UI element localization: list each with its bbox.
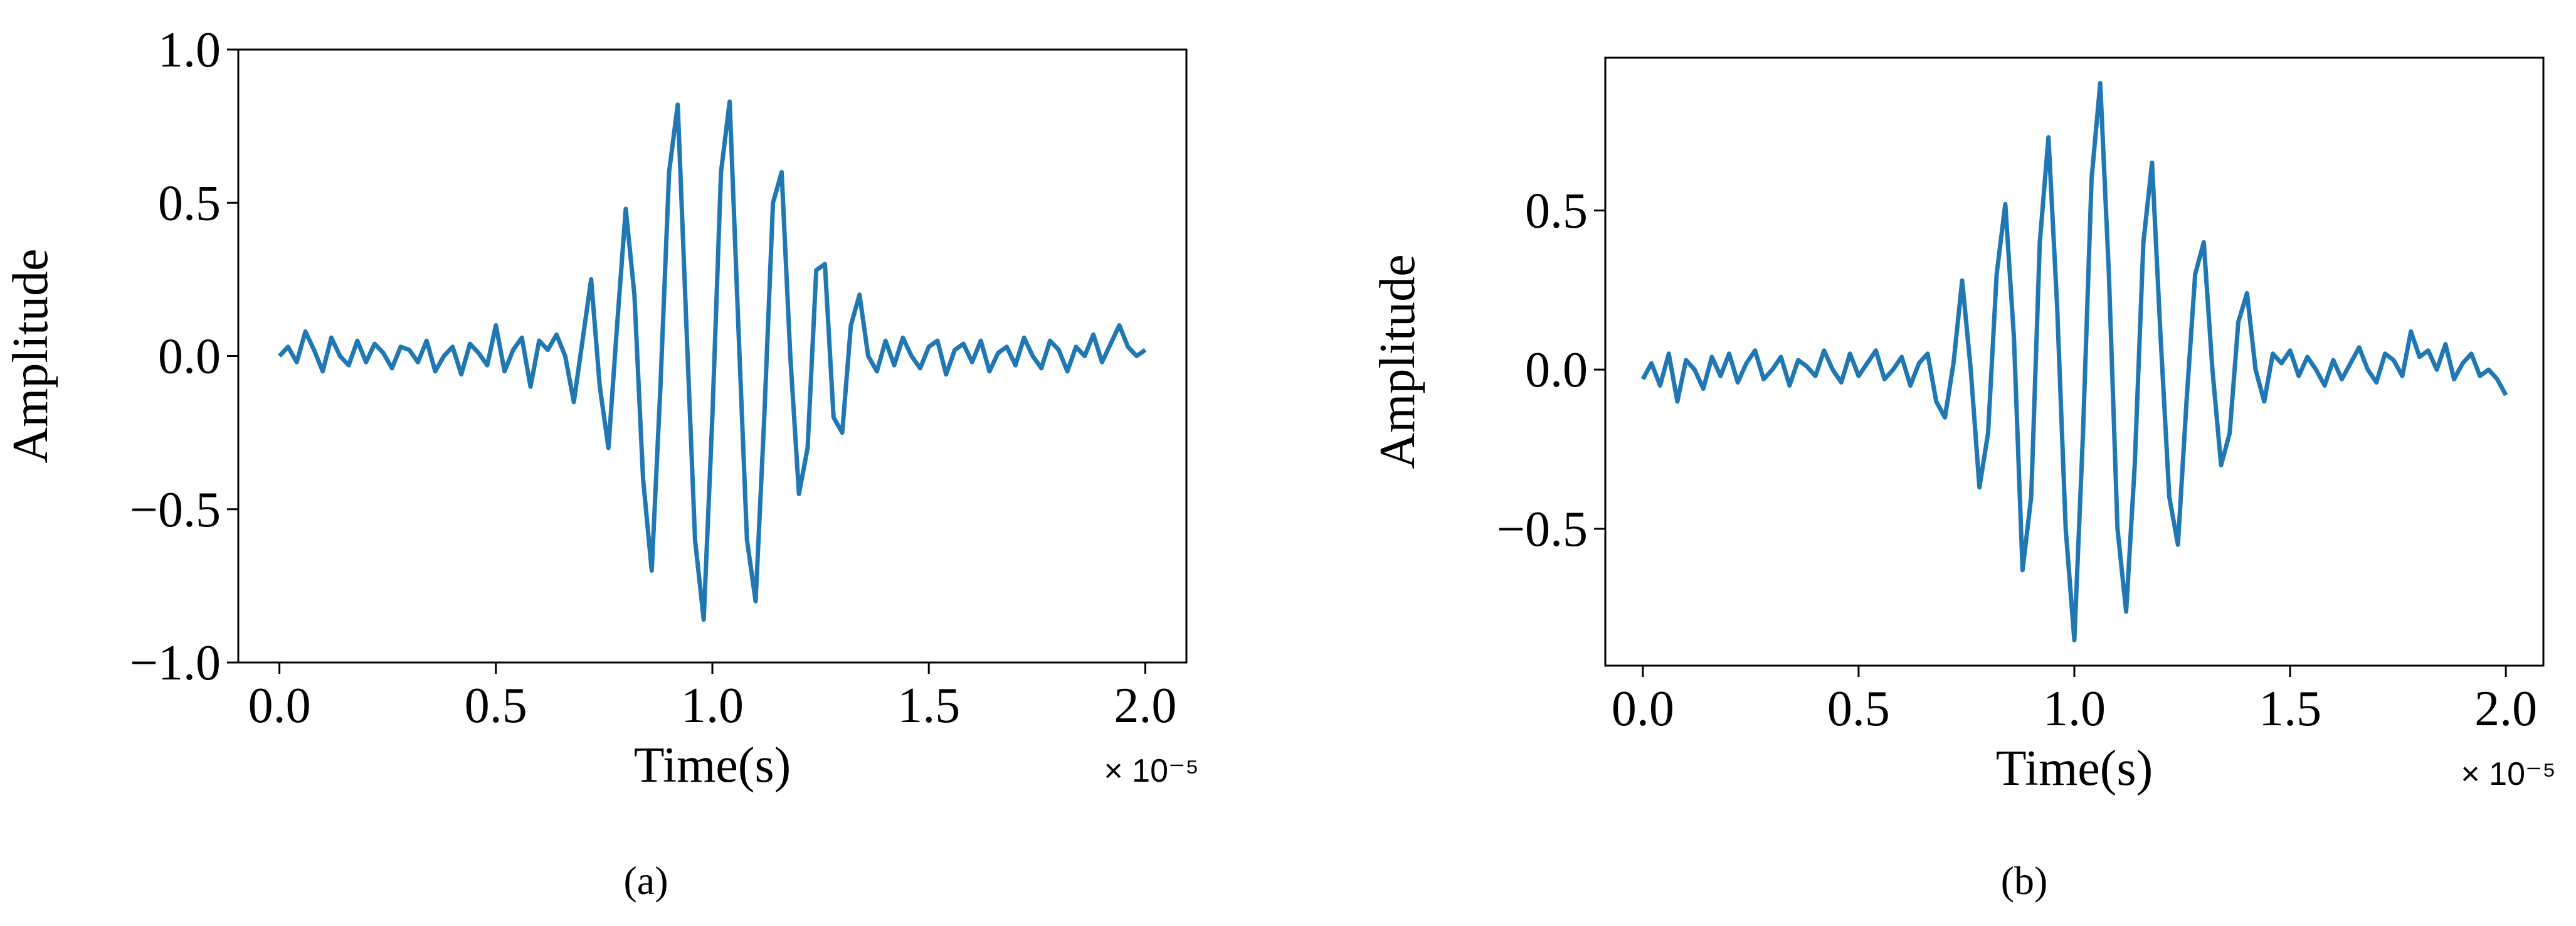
x-tick-label: 0.0 [1612,681,1674,737]
x-tick-label: 0.0 [248,678,311,733]
x-tick-label: 1.5 [897,678,960,733]
axes-frame [1604,56,2545,667]
x-tick-label: 1.0 [2043,681,2106,737]
subplot-caption: (a) [623,858,668,903]
x-tick-label: 1.0 [681,678,744,733]
y-axis-label: Amplitude [1370,254,1425,469]
signal-line [278,99,1147,622]
subplot: 0.0 0.5 1.0 1.5 2.0 −0.5 0.0 0.5 Time(s) Amplitud… [1370,56,2556,903]
y-tick-label: 1.0 [158,23,221,78]
x-tick-label: 0.5 [465,678,527,733]
signal-line [1640,81,2508,642]
y-tick-label: −1.0 [130,636,221,691]
x-tick-label: 0.5 [1827,681,1890,737]
x-offset-label: × 10⁻⁵ [2461,756,2556,792]
subplot: 0.0 0.5 1.0 1.5 2.0−1.0−0.50.00.51.0Time(s)A… [3,23,1199,903]
x-axis-label: Time(s) [634,738,791,793]
y-axis-label: Amplitude [3,248,58,463]
x-tick-label: 2.0 [1114,678,1176,733]
x-tick-label: 2.0 [2474,681,2537,737]
y-tick-label: 0.0 [1525,343,1588,398]
x-offset-label: × 10⁻⁵ [1104,753,1199,789]
x-tick-label: 1.5 [2259,681,2321,737]
y-tick-label: 0.5 [1525,184,1588,239]
y-tick-label: −0.5 [130,482,221,538]
y-tick-label: 0.0 [158,329,221,385]
axes-frame [237,48,1188,664]
x-axis-label: Time(s) [1996,741,2153,796]
subplot-caption: (b) [2001,858,2048,903]
y-tick-label: 0.5 [158,176,221,231]
y-tick-label: −0.5 [1497,502,1588,557]
